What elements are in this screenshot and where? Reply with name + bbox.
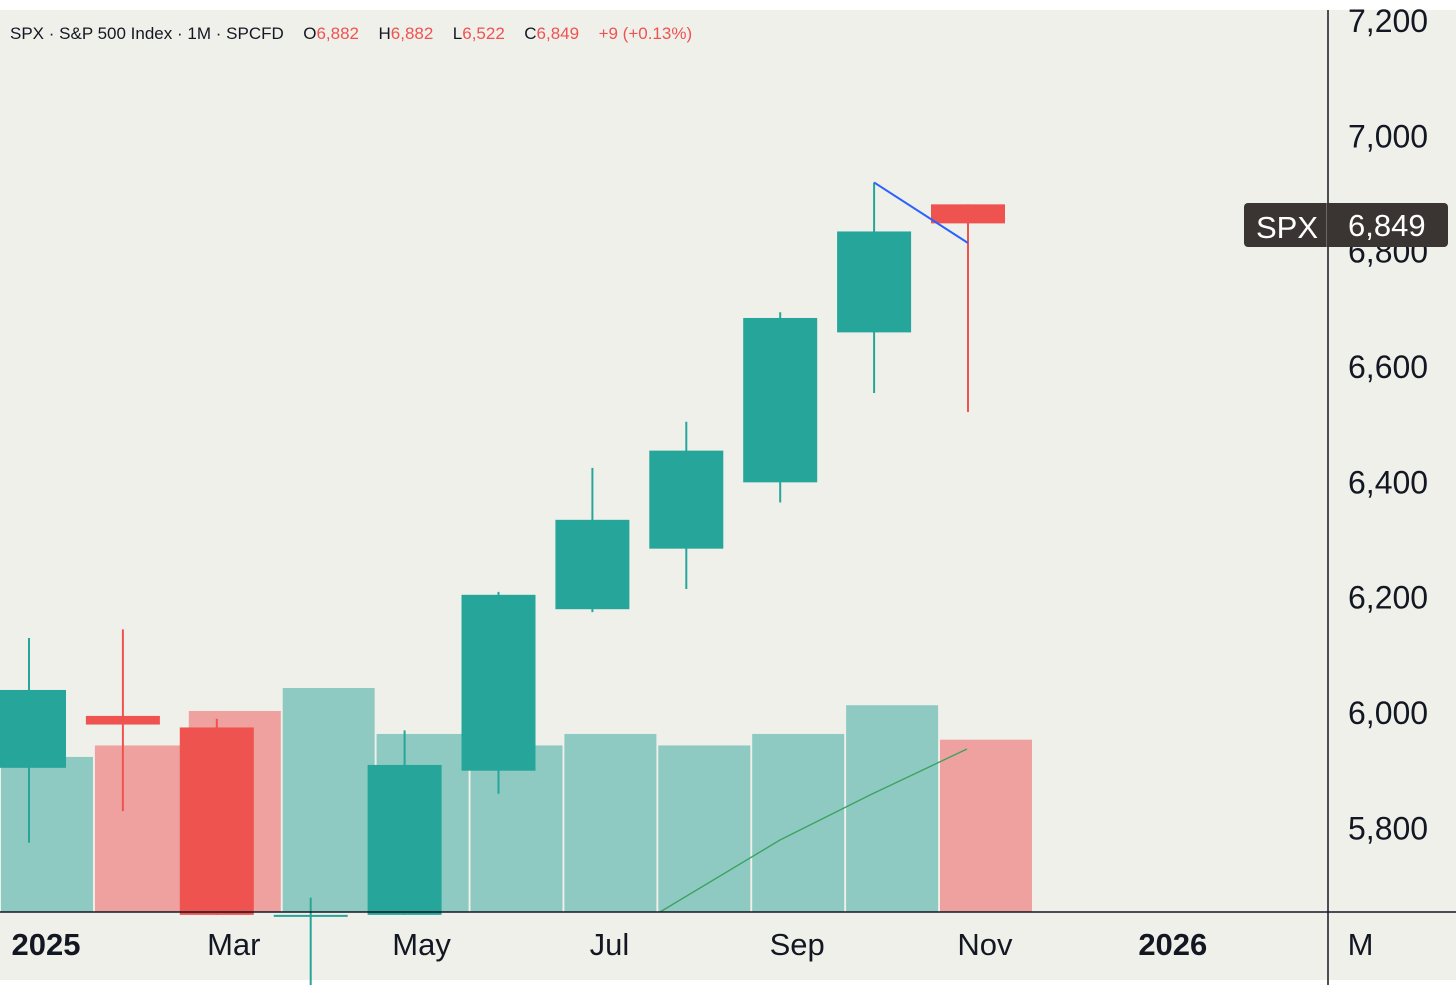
legend-symbol[interactable]: SPX	[10, 24, 45, 43]
legend-name: S&P 500 Index	[59, 24, 173, 43]
volume-bar	[282, 688, 375, 912]
price-axis-label: 6,400	[1348, 464, 1428, 500]
candle-body	[555, 519, 630, 610]
price-axis-label: 7,200	[1348, 3, 1428, 39]
price-tag-symbol: SPX	[1256, 210, 1319, 245]
time-axis-label: Jul	[590, 927, 630, 962]
time-axis-label: Nov	[957, 927, 1013, 962]
volume-bar	[1, 756, 93, 912]
legend-open-value: 6,882	[316, 24, 360, 43]
time-axis-label: Sep	[770, 927, 825, 962]
volume-bar	[846, 705, 939, 912]
last-price-label: SPX 6,849	[1244, 203, 1448, 247]
price-axis-label: 7,000	[1348, 118, 1428, 154]
trend-line	[873, 181, 969, 244]
volume-bar	[470, 745, 563, 912]
time-axis-label: 2025	[12, 927, 81, 962]
volume-bar	[564, 733, 657, 912]
candle-body	[931, 204, 1005, 224]
time-axis-label: May	[392, 927, 451, 962]
price-axis-label: 6,600	[1348, 349, 1428, 385]
candle-body	[0, 689, 66, 768]
legend-low-value: 6,522	[462, 24, 505, 43]
price-axis-label: 6,000	[1348, 695, 1428, 731]
time-axis-label: 2026	[1138, 927, 1207, 962]
legend-source: SPCFD	[226, 24, 284, 43]
candle-body	[461, 594, 536, 771]
volume-bar	[752, 733, 845, 912]
legend-interval[interactable]: 1M	[187, 24, 212, 43]
moving-average-line	[659, 748, 968, 913]
price-axis-label: 5,800	[1348, 810, 1428, 846]
candle-body	[649, 450, 724, 549]
candle-body	[367, 764, 442, 915]
legend-low-label: L	[452, 24, 463, 43]
price-axis-label: 6,200	[1348, 580, 1428, 616]
volume-bar	[658, 745, 751, 912]
price-tag-divider	[1326, 203, 1327, 247]
candle-body	[743, 317, 818, 483]
price-tag-value: 6,849	[1348, 208, 1426, 243]
candle-body	[837, 231, 912, 333]
volume-bar	[94, 745, 187, 912]
time-axis-label: Mar	[207, 927, 260, 962]
legend-close-label: C	[524, 24, 537, 43]
candle-body	[179, 727, 254, 915]
legend-open-label: O	[303, 24, 317, 43]
legend-high-label: H	[378, 24, 391, 43]
candle-body	[85, 715, 160, 725]
legend-close-value: 6,849	[536, 24, 580, 43]
legend-change: +9 (+0.13%)	[598, 24, 693, 43]
volume-bar	[940, 739, 1032, 912]
time-axis-label: M	[1348, 927, 1374, 962]
symbol-legend: SPX · S&P 500 Index · 1M · SPCFD O6,882 …	[10, 24, 693, 43]
legend-high-value: 6,882	[390, 24, 434, 43]
candle-body	[273, 914, 348, 917]
